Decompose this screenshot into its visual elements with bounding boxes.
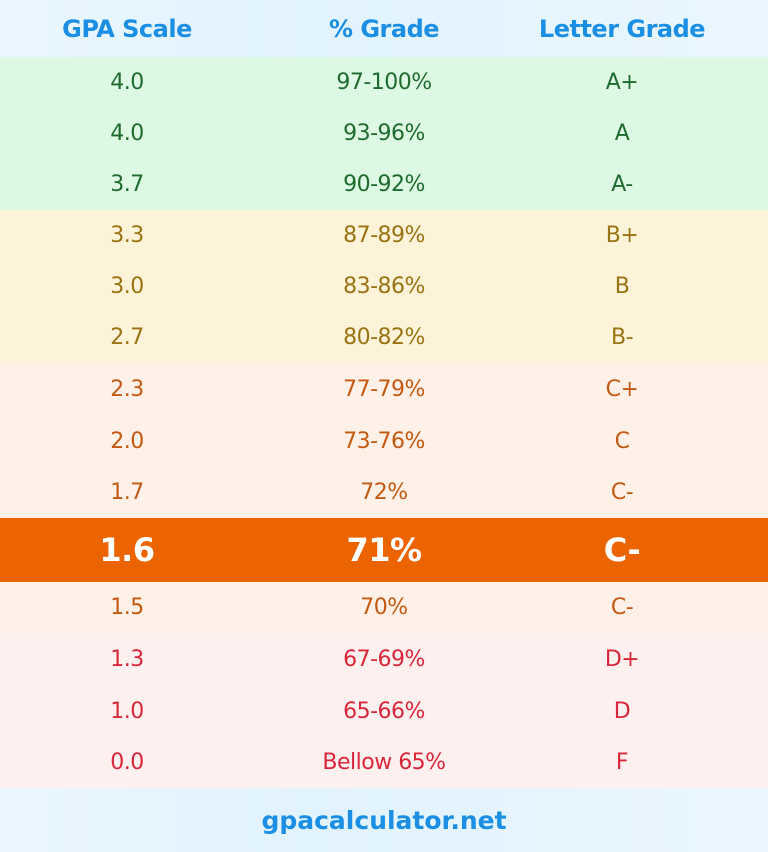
letter-cell: C+ [605,376,639,402]
letter-cell: D+ [604,646,640,672]
percent-cell: 90-92% [343,172,425,197]
table-header: GPA Scale % Grade Letter Grade [0,0,768,57]
percent-cell: 72% [360,480,408,505]
footer: gpacalculator.net [0,788,768,852]
letter-cell: B+ [605,223,639,248]
letter-cell: C- [610,480,634,505]
header-letter-grade: Letter Grade [538,14,706,43]
percent-cell: 93-96% [343,121,425,146]
letter-cell: A+ [605,70,639,95]
percent-cell: 70% [360,595,408,620]
table-row: 2.0 73-76% C [0,415,768,467]
percent-cell: 77-79% [343,376,425,402]
letter-cell: C- [603,531,641,569]
letter-cell: D [613,698,631,724]
letter-cell: B- [610,325,634,350]
table-row: 3.3 87-89% B+ [0,210,768,261]
letter-cell: F [615,750,629,775]
percent-cell: 73-76% [343,428,425,454]
percent-cell: Bellow 65% [322,750,446,775]
percent-cell: 80-82% [343,325,425,350]
table-row: 2.7 80-82% B- [0,312,768,363]
table-row: 1.3 67-69% D+ [0,633,768,685]
gpa-cell: 1.3 [110,646,144,672]
percent-cell: 71% [346,531,422,569]
site-name: gpacalculator.net [261,805,507,835]
gpa-cell: 3.3 [110,223,144,248]
letter-cell: C- [610,595,634,620]
table-row: 2.3 77-79% C+ [0,363,768,415]
percent-cell: 87-89% [343,223,425,248]
header-gpa-scale: GPA Scale [62,14,192,43]
letter-cell: A [614,121,630,146]
table-row: 1.0 65-66% D [0,685,768,737]
header-percent-grade: % Grade [328,14,440,43]
table-row: 3.0 83-86% B [0,261,768,312]
highlighted-row: 1.6 71% C- [0,518,768,582]
table-row: 4.0 97-100% A+ [0,57,768,108]
gpa-cell: 3.0 [110,274,144,299]
percent-cell: 83-86% [343,274,425,299]
percent-cell: 67-69% [343,646,425,672]
percent-cell: 65-66% [343,698,425,724]
gpa-cell: 4.0 [110,121,144,146]
table-row: 3.7 90-92% A- [0,159,768,210]
gpa-cell: 3.7 [110,172,144,197]
gpa-cell: 2.0 [110,428,144,454]
gpa-cell: 1.7 [110,480,144,505]
gpa-cell: 4.0 [110,70,144,95]
gpa-cell: 1.6 [99,531,155,569]
percent-cell: 97-100% [336,70,432,95]
letter-cell: B [614,274,630,299]
gpa-cell: 1.5 [110,595,144,620]
table-row: 1.5 70% C- [0,582,768,633]
gpa-cell: 2.3 [110,376,144,402]
letter-cell: A- [611,172,633,197]
table-row: 4.0 93-96% A [0,108,768,159]
table-row: 1.7 72% C- [0,467,768,518]
gpa-cell: 0.0 [110,750,144,775]
letter-cell: C [614,428,630,454]
gpa-cell: 1.0 [110,698,144,724]
table-row: 0.0 Bellow 65% F [0,737,768,788]
gpa-cell: 2.7 [110,325,144,350]
